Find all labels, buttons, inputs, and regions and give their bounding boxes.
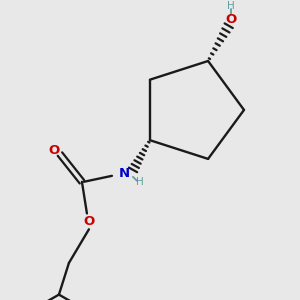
Text: N: N bbox=[118, 167, 130, 180]
Text: H: H bbox=[227, 1, 235, 10]
Text: O: O bbox=[225, 13, 237, 26]
Text: O: O bbox=[83, 215, 94, 228]
Text: H: H bbox=[136, 177, 144, 187]
Text: O: O bbox=[48, 144, 60, 157]
